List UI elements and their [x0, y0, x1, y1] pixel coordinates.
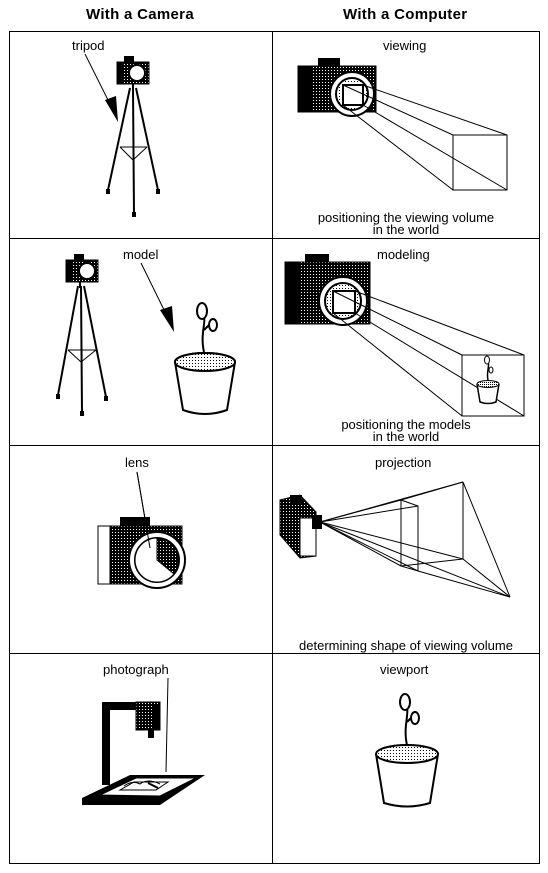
photograph-label: photograph [103, 662, 169, 677]
modeling-illustration [284, 254, 525, 417]
flower-pot-icon [375, 693, 439, 808]
viewing-caption-line1: positioning the viewing volume [317, 210, 495, 225]
model-label: model [123, 247, 159, 262]
column-divider [272, 31, 273, 864]
camera-icon [97, 517, 186, 589]
row-divider-2 [9, 445, 540, 446]
lens-label: lens [125, 455, 149, 470]
projection-caption: determining shape of viewing volume [299, 638, 513, 653]
camera-icon [65, 254, 99, 283]
row-divider-3 [9, 653, 540, 654]
viewing-caption-line2: in the world [372, 222, 440, 237]
camera-icon [279, 494, 322, 559]
row-divider-1 [9, 238, 540, 239]
tripod-illustration [84, 53, 160, 217]
flower-pot-icon [174, 302, 236, 415]
viewing-volume-illustration [297, 58, 508, 191]
flower-pot-icon [476, 355, 500, 405]
viewing-label: viewing [383, 38, 427, 53]
header-computer: With a Computer [343, 6, 468, 23]
camera-icon [116, 56, 150, 85]
tripod-label: tripod [72, 38, 105, 53]
projection-illustration [279, 481, 511, 598]
camera-icon [297, 58, 377, 117]
model-illustration [56, 254, 236, 416]
comparison-table [9, 31, 540, 864]
projection-label: projection [375, 455, 432, 470]
photograph-illustration [82, 677, 205, 805]
lens-illustration [97, 471, 186, 589]
enlarger-icon [102, 701, 161, 785]
modeling-label: modeling [377, 247, 430, 262]
header-camera: With a Camera [86, 6, 194, 23]
viewport-label: viewport [380, 662, 429, 677]
modeling-caption-line1: positioning the models [341, 417, 471, 432]
modeling-caption-line2: in the world [372, 429, 440, 444]
